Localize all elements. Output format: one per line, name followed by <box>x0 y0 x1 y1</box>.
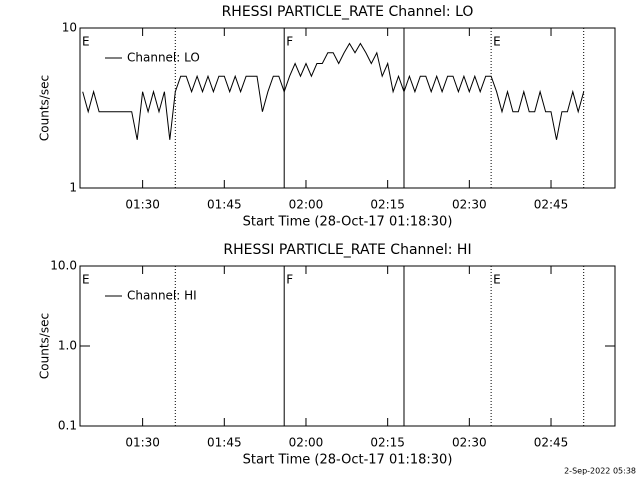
x-tick-label: 02:30 <box>452 198 487 212</box>
x-tick-label: 01:30 <box>125 436 160 450</box>
x-tick-label: 01:30 <box>125 198 160 212</box>
annotation: F <box>286 273 293 287</box>
y-tick-label: 0.1 <box>58 419 77 433</box>
legend-label: Channel: HI <box>127 289 197 303</box>
chart-title: RHESSI PARTICLE_RATE Channel: HI <box>223 242 471 258</box>
annotation: E <box>493 35 501 49</box>
y-tick-label: 1.0 <box>58 339 77 353</box>
x-tick-label: 02:15 <box>370 198 405 212</box>
x-axis-label: Start Time (28-Oct-17 01:18:30) <box>243 453 453 468</box>
y-tick-label: 10 <box>62 21 77 35</box>
annotation: E <box>82 35 90 49</box>
x-tick-label: 02:30 <box>452 436 487 450</box>
x-tick-label: 01:45 <box>207 436 242 450</box>
y-tick-label: 1 <box>69 181 77 195</box>
chart-title: RHESSI PARTICLE_RATE Channel: LO <box>222 4 474 20</box>
plot-frame <box>79 27 616 189</box>
annotation: F <box>286 35 293 49</box>
footer: 2-Sep-2022 05:38 <box>564 467 636 476</box>
x-tick-label: 02:00 <box>289 198 324 212</box>
x-tick-label: 02:00 <box>289 436 324 450</box>
x-tick-label: 02:45 <box>534 436 569 450</box>
y-axis-label: Counts/sec <box>38 75 52 141</box>
y-tick-label: 10.0 <box>50 259 77 273</box>
annotation: E <box>493 273 501 287</box>
x-tick-label: 02:15 <box>370 436 405 450</box>
x-axis-label: Start Time (28-Oct-17 01:18:30) <box>243 215 453 230</box>
x-tick-label: 01:45 <box>207 198 242 212</box>
annotation: E <box>82 273 90 287</box>
y-axis-label: Counts/sec <box>38 313 52 379</box>
x-tick-label: 02:45 <box>534 198 569 212</box>
legend-label: Channel: LO <box>127 51 200 65</box>
data-line <box>82 42 585 140</box>
